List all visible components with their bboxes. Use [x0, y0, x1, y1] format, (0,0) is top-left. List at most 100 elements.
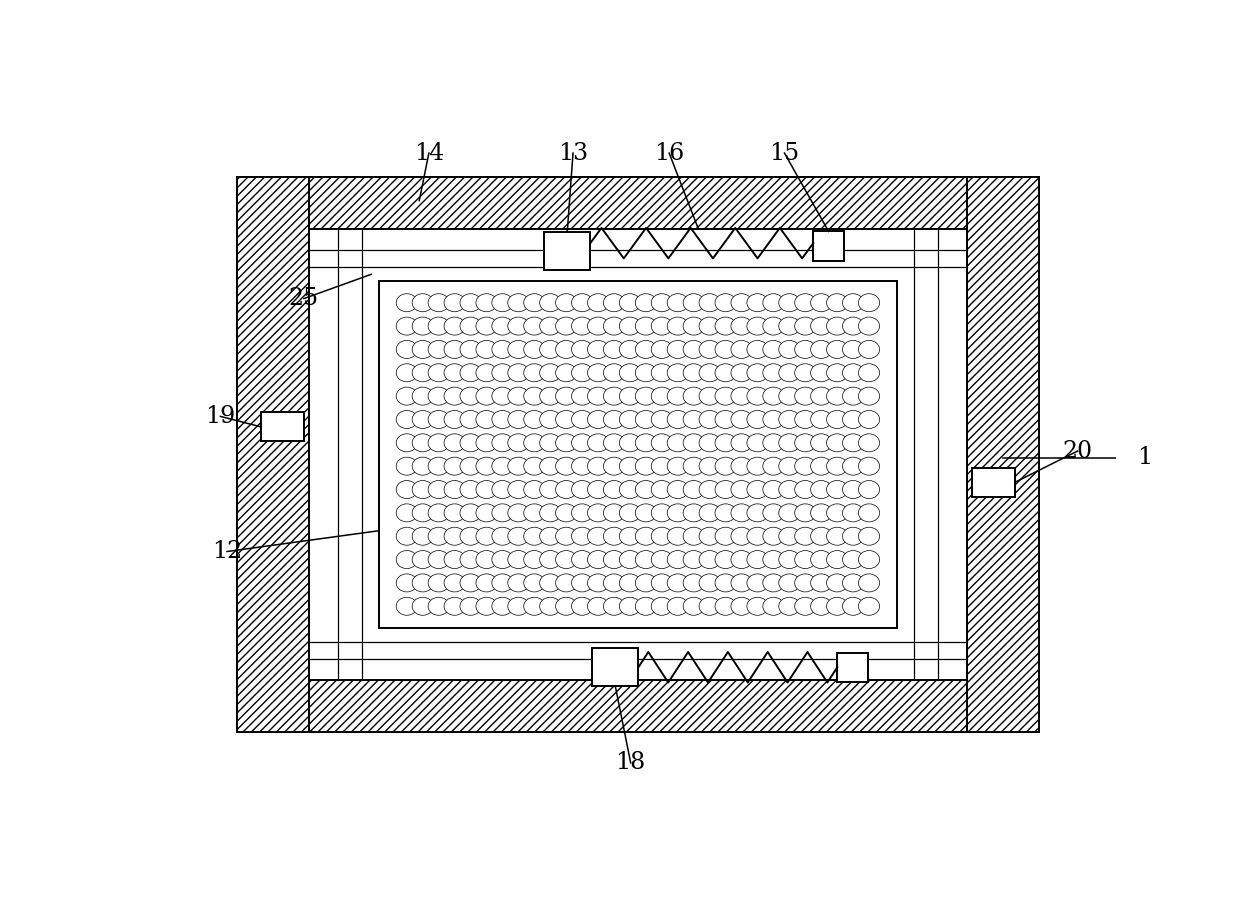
Ellipse shape [572, 434, 593, 452]
Ellipse shape [556, 293, 577, 311]
Ellipse shape [827, 551, 848, 569]
Text: 13: 13 [558, 141, 588, 165]
Ellipse shape [842, 293, 863, 311]
Ellipse shape [746, 434, 768, 452]
Ellipse shape [619, 551, 641, 569]
Ellipse shape [779, 410, 800, 428]
Ellipse shape [460, 457, 481, 475]
Ellipse shape [588, 340, 609, 358]
Ellipse shape [667, 481, 688, 499]
Bar [544, 231, 590, 270]
Ellipse shape [604, 598, 625, 616]
Ellipse shape [827, 387, 848, 405]
Ellipse shape [508, 293, 529, 311]
Ellipse shape [746, 340, 768, 358]
Ellipse shape [699, 410, 720, 428]
Ellipse shape [730, 410, 753, 428]
Ellipse shape [428, 527, 449, 545]
Ellipse shape [667, 410, 688, 428]
Ellipse shape [476, 481, 497, 499]
Ellipse shape [508, 434, 529, 452]
Ellipse shape [619, 457, 641, 475]
Ellipse shape [730, 434, 753, 452]
Ellipse shape [428, 434, 449, 452]
Ellipse shape [444, 574, 465, 592]
Ellipse shape [683, 410, 704, 428]
Ellipse shape [827, 364, 848, 382]
Ellipse shape [444, 481, 465, 499]
Ellipse shape [667, 340, 688, 358]
Ellipse shape [428, 574, 449, 592]
Ellipse shape [572, 293, 593, 311]
Ellipse shape [428, 364, 449, 382]
Ellipse shape [827, 504, 848, 522]
Ellipse shape [539, 293, 560, 311]
Ellipse shape [715, 574, 737, 592]
Ellipse shape [492, 551, 513, 569]
Ellipse shape [827, 434, 848, 452]
Ellipse shape [683, 317, 704, 335]
Ellipse shape [460, 504, 481, 522]
Ellipse shape [572, 317, 593, 335]
Ellipse shape [763, 457, 784, 475]
Ellipse shape [858, 410, 879, 428]
Ellipse shape [619, 574, 641, 592]
Ellipse shape [588, 527, 609, 545]
Ellipse shape [683, 457, 704, 475]
Bar [237, 177, 1039, 732]
Ellipse shape [699, 434, 720, 452]
Ellipse shape [508, 410, 529, 428]
Ellipse shape [539, 340, 560, 358]
Text: 15: 15 [769, 141, 800, 165]
Ellipse shape [460, 481, 481, 499]
Ellipse shape [412, 293, 433, 311]
Ellipse shape [604, 504, 625, 522]
Ellipse shape [523, 317, 544, 335]
Ellipse shape [746, 527, 768, 545]
Ellipse shape [795, 387, 816, 405]
Ellipse shape [588, 410, 609, 428]
Ellipse shape [779, 317, 800, 335]
Ellipse shape [492, 364, 513, 382]
Ellipse shape [683, 481, 704, 499]
Ellipse shape [523, 527, 544, 545]
Ellipse shape [715, 340, 737, 358]
Ellipse shape [811, 551, 832, 569]
Ellipse shape [476, 434, 497, 452]
Ellipse shape [842, 551, 863, 569]
Ellipse shape [635, 317, 656, 335]
Ellipse shape [795, 598, 816, 616]
Ellipse shape [572, 598, 593, 616]
Ellipse shape [811, 598, 832, 616]
Ellipse shape [523, 574, 544, 592]
Ellipse shape [779, 387, 800, 405]
Ellipse shape [604, 551, 625, 569]
Ellipse shape [444, 504, 465, 522]
Ellipse shape [635, 574, 656, 592]
Ellipse shape [556, 598, 577, 616]
Ellipse shape [811, 574, 832, 592]
Ellipse shape [715, 364, 737, 382]
Ellipse shape [651, 364, 672, 382]
Ellipse shape [476, 364, 497, 382]
Ellipse shape [492, 504, 513, 522]
Ellipse shape [635, 457, 656, 475]
Ellipse shape [460, 527, 481, 545]
Bar [237, 680, 1039, 732]
Ellipse shape [667, 527, 688, 545]
Ellipse shape [572, 457, 593, 475]
Ellipse shape [667, 434, 688, 452]
Ellipse shape [858, 481, 879, 499]
Ellipse shape [539, 387, 560, 405]
Ellipse shape [763, 387, 784, 405]
Ellipse shape [779, 598, 800, 616]
Ellipse shape [523, 434, 544, 452]
Ellipse shape [763, 434, 784, 452]
Ellipse shape [715, 527, 737, 545]
Ellipse shape [444, 457, 465, 475]
Ellipse shape [460, 387, 481, 405]
Ellipse shape [858, 364, 879, 382]
Ellipse shape [842, 317, 863, 335]
Ellipse shape [827, 410, 848, 428]
Ellipse shape [397, 410, 418, 428]
